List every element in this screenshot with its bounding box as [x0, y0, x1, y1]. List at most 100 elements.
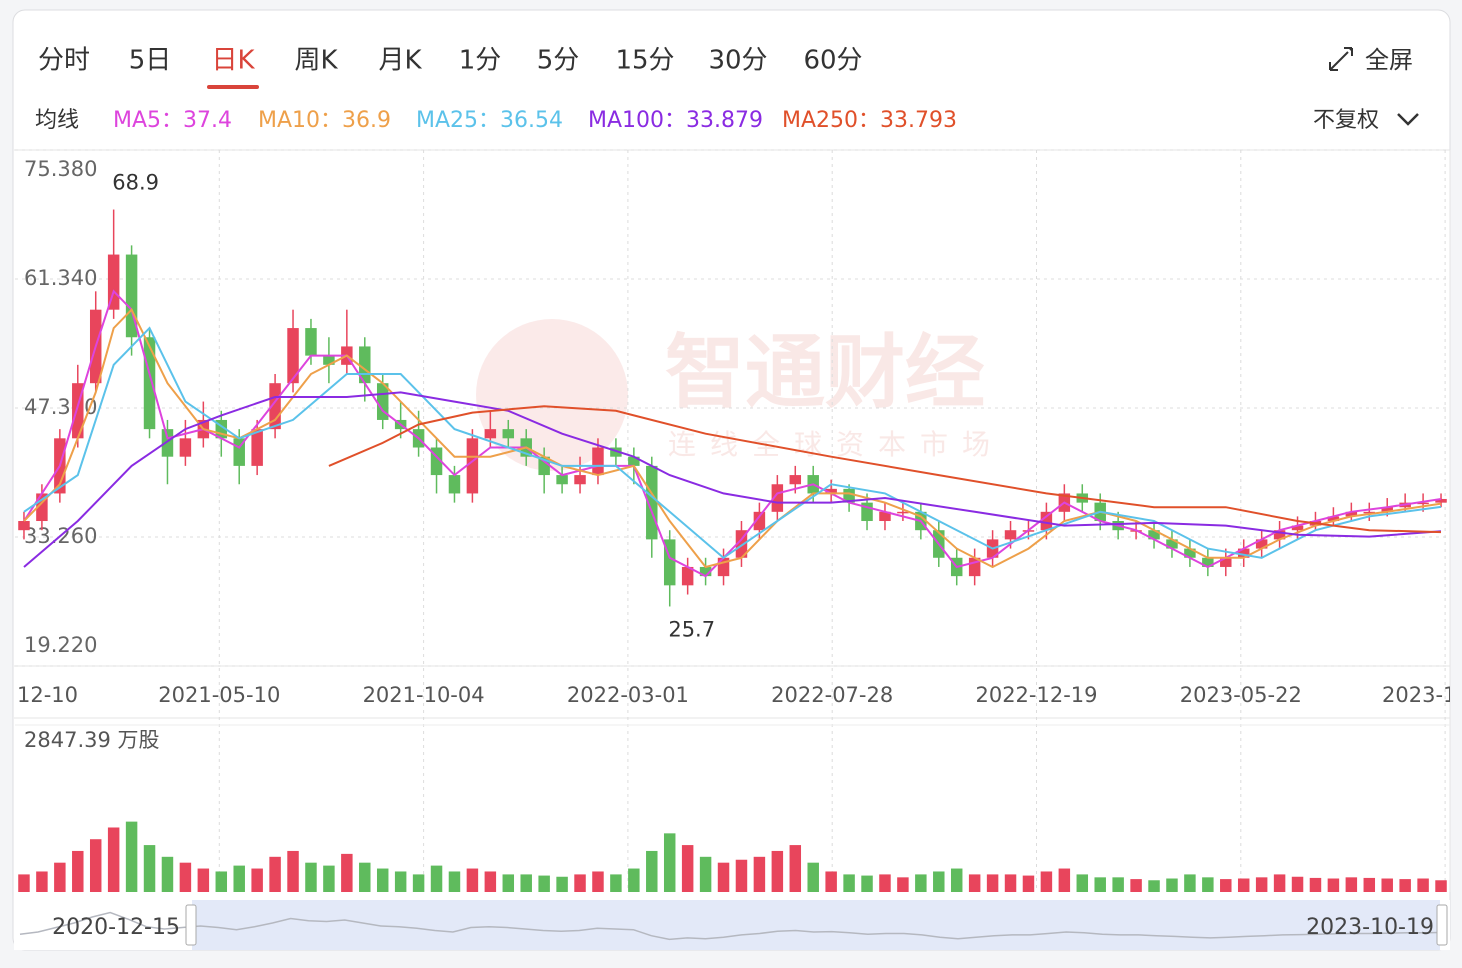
volume-bar [771, 850, 784, 892]
ma-line [23, 307, 1442, 569]
candle-body [466, 438, 479, 494]
volume-bar [556, 876, 568, 892]
volume-bar [807, 862, 819, 892]
candle-body [592, 447, 604, 476]
navigator-line [19, 911, 1446, 941]
candle-body [843, 488, 855, 503]
tab[interactable]: 15分 [615, 46, 674, 76]
candle-body [610, 447, 622, 457]
legend-name: MA100： [588, 108, 686, 133]
volume-bar [1273, 874, 1286, 892]
volume-bar [1166, 878, 1178, 892]
ma-line [23, 391, 1442, 568]
volume-bar [1381, 878, 1393, 892]
volume-bar [72, 850, 84, 892]
fullscreen-icon [1329, 47, 1353, 71]
volume-bar [412, 874, 425, 892]
volume-bar [107, 827, 120, 892]
volume-bar [1184, 874, 1196, 892]
volume-bar [323, 865, 335, 892]
watermark-subtitle: 连线全球资本市场 [668, 428, 1004, 461]
tab[interactable]: 5日 [129, 46, 172, 76]
volume-bar [753, 856, 766, 892]
legend-value: 33.793 [880, 108, 957, 133]
volume-bar [1399, 879, 1411, 892]
candle-body [538, 456, 550, 476]
candle-body [1237, 548, 1250, 558]
volume-bar [950, 868, 963, 892]
candle-body [215, 419, 228, 439]
tab-bar: 分时 5日 日K 周K 月K 1分 5分 15分 30分 60分 [38, 46, 863, 89]
ma-line [23, 289, 1442, 578]
x-tick-label: 2023-1 [1382, 683, 1456, 707]
fullscreen-button[interactable]: 全屏 [1329, 46, 1413, 74]
navigator-window[interactable] [192, 900, 1440, 950]
volume-bar [663, 833, 676, 892]
volume-bar [915, 874, 927, 892]
navigator-handle[interactable] [1436, 904, 1448, 946]
legend-name: MA10： [258, 108, 342, 133]
volume-bar [1058, 868, 1071, 892]
navigator-end: 2023-10-19 [1306, 915, 1434, 940]
x-tick-label: 2022-12-19 [975, 683, 1097, 707]
volume-bar [1202, 877, 1214, 892]
volume-bar [861, 875, 873, 892]
candle-body [18, 521, 30, 531]
x-tick-label: 12-10 [17, 683, 78, 707]
volume-bar [1220, 879, 1232, 892]
navigator [19, 911, 1446, 941]
tab[interactable]: 分时 [38, 46, 90, 76]
volume-bar [359, 862, 371, 892]
volume-bar [1345, 877, 1358, 892]
volume-bar [1417, 878, 1429, 892]
candle-body [484, 429, 497, 439]
candle-body [305, 328, 317, 356]
tab[interactable]: 60分 [803, 46, 862, 76]
candle-body [681, 566, 694, 586]
tab[interactable]: 月K [378, 46, 422, 76]
tab[interactable]: 1分 [459, 46, 502, 76]
volume-bar [305, 862, 317, 892]
tab[interactable]: 30分 [708, 46, 767, 76]
volume-bar [610, 874, 622, 892]
x-tick-label: 2022-03-01 [567, 683, 689, 707]
adjust-select[interactable]: 不复权 [1313, 108, 1419, 133]
candle-body [430, 447, 443, 476]
volume-tick-label: 2847.39 万股 [24, 728, 160, 752]
volume-bar [143, 845, 156, 892]
candle-body [376, 383, 389, 420]
legend-value: 33.879 [686, 108, 763, 133]
volume-bar [466, 868, 479, 892]
volume-bar [879, 874, 891, 892]
tab[interactable]: 5分 [537, 46, 580, 76]
volume-bar [789, 845, 802, 892]
y-tick-label: 47.300 [24, 395, 97, 419]
legend: MA5：37.4 MA10：36.9 MA25：36.54 MA100：33.879 M… [113, 108, 957, 133]
candle-body [125, 254, 138, 338]
tab[interactable]: 日K [211, 46, 255, 76]
y-tick-label: 75.380 [24, 157, 97, 181]
candle-body [663, 539, 676, 586]
tab[interactable]: 周K [294, 46, 338, 76]
fullscreen-label[interactable]: 全屏 [1365, 46, 1413, 74]
candle-body [1435, 498, 1447, 503]
y-tick-label: 19.220 [24, 633, 97, 657]
volume-bar [592, 871, 604, 892]
volume-bar [1004, 874, 1017, 892]
tab-underline [207, 85, 259, 89]
volume-bar [341, 853, 353, 892]
volume-bar [735, 859, 748, 892]
candle-body [1291, 525, 1304, 531]
candle-body [574, 475, 586, 485]
volume-bar [699, 856, 712, 892]
adjust-label[interactable]: 不复权 [1313, 108, 1379, 133]
volume-bar [1309, 877, 1322, 892]
volume-bar [1112, 877, 1124, 892]
volume-bar [125, 821, 138, 892]
legend-entry: MA100：33.879 [588, 108, 763, 133]
navigator-handle[interactable] [185, 904, 197, 946]
volume-bar [36, 871, 48, 892]
candle-body [1040, 511, 1053, 531]
